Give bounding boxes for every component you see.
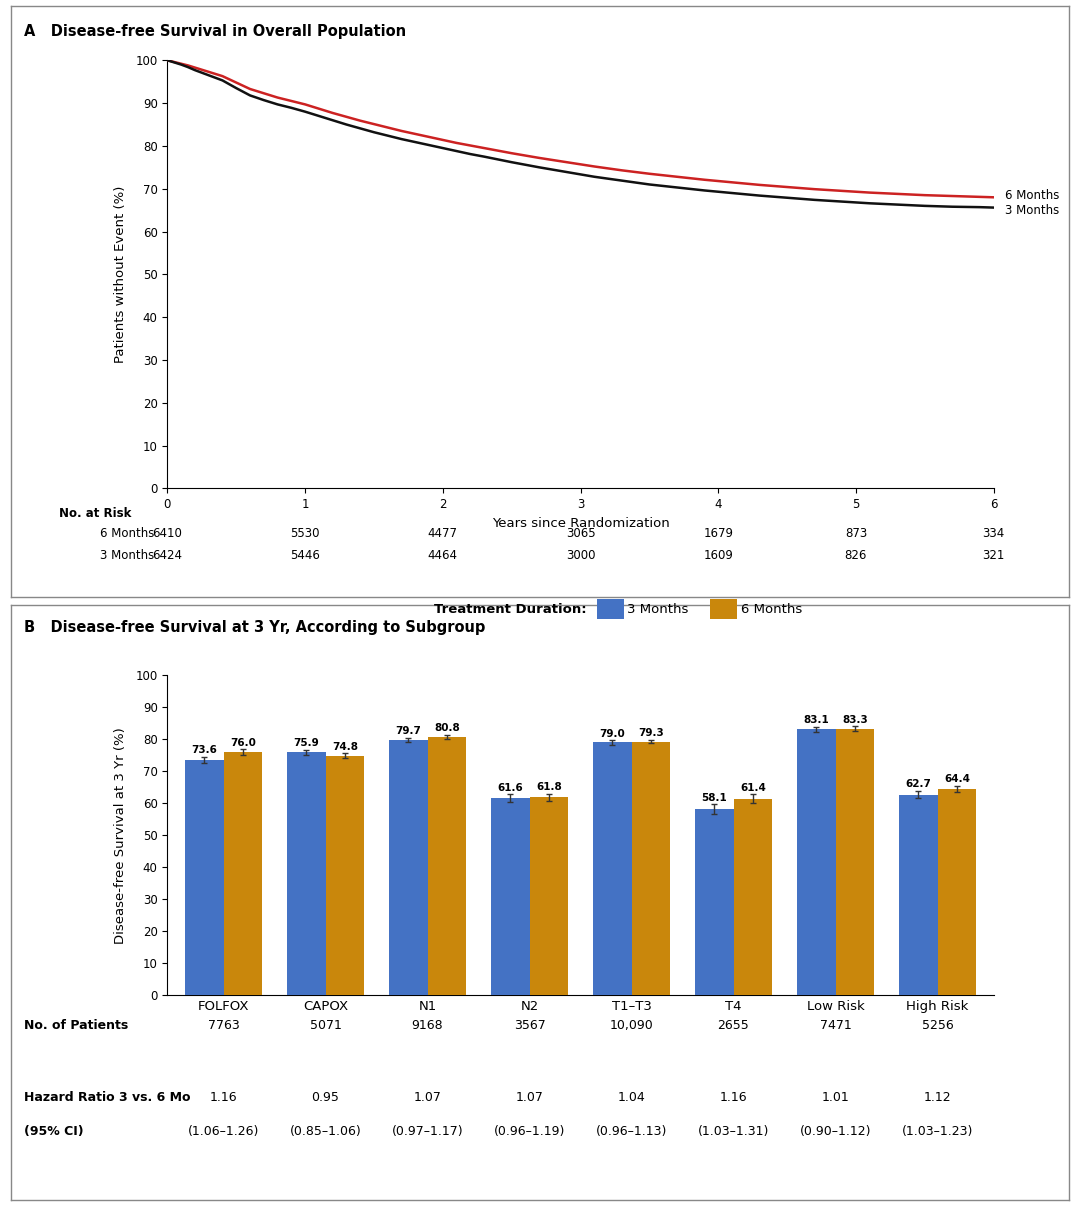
Bar (836, 728, 875, 995)
Text: 73.6: 73.6 (191, 745, 217, 755)
Bar (694, 809, 733, 995)
Text: 873: 873 (845, 527, 867, 540)
Text: 7763: 7763 (207, 1019, 240, 1032)
Text: (0.97–1.17): (0.97–1.17) (392, 1125, 463, 1138)
Text: 1.16: 1.16 (210, 1091, 238, 1105)
Text: 1679: 1679 (703, 527, 733, 540)
Text: 6 Months: 6 Months (1004, 188, 1059, 201)
Text: 3000: 3000 (566, 549, 595, 562)
Text: Treatment Duration:: Treatment Duration: (433, 603, 586, 615)
Bar (529, 797, 568, 995)
Text: 6424: 6424 (152, 549, 183, 562)
Text: 5446: 5446 (291, 549, 320, 562)
Text: 5071: 5071 (310, 1019, 341, 1032)
Text: 83.3: 83.3 (842, 715, 867, 725)
Bar (287, 753, 325, 995)
Text: A   Disease-free Survival in Overall Population: A Disease-free Survival in Overall Popul… (24, 24, 406, 39)
Bar (632, 742, 671, 995)
Text: (0.85–1.06): (0.85–1.06) (289, 1125, 362, 1138)
Text: 6410: 6410 (152, 527, 183, 540)
Text: 79.7: 79.7 (395, 726, 421, 737)
Text: 6 Months: 6 Months (100, 527, 154, 540)
Text: 79.3: 79.3 (638, 728, 664, 738)
Text: 1.07: 1.07 (414, 1091, 442, 1105)
Text: No. of Patients: No. of Patients (24, 1019, 129, 1032)
Text: 3065: 3065 (566, 527, 595, 540)
Text: 79.0: 79.0 (599, 728, 625, 738)
Text: 7471: 7471 (820, 1019, 851, 1032)
Text: 3 Months: 3 Months (100, 549, 154, 562)
Bar (185, 760, 224, 995)
Text: 0.95: 0.95 (311, 1091, 339, 1105)
Bar (490, 798, 529, 995)
Bar (325, 756, 364, 995)
Text: 1.01: 1.01 (822, 1091, 849, 1105)
Text: Hazard Ratio 3 vs. 6 Mo: Hazard Ratio 3 vs. 6 Mo (24, 1091, 190, 1105)
Text: 83.1: 83.1 (804, 715, 829, 725)
Bar (389, 740, 428, 995)
X-axis label: Years since Randomization: Years since Randomization (491, 516, 670, 529)
Text: 61.8: 61.8 (536, 781, 562, 792)
Y-axis label: Patients without Event (%): Patients without Event (%) (114, 186, 127, 363)
Text: 10,090: 10,090 (609, 1019, 653, 1032)
Bar (593, 743, 632, 995)
Text: No. at Risk: No. at Risk (59, 507, 132, 520)
Text: (0.90–1.12): (0.90–1.12) (800, 1125, 872, 1138)
Text: 4477: 4477 (428, 527, 458, 540)
Text: 80.8: 80.8 (434, 724, 460, 733)
Text: 334: 334 (983, 527, 1004, 540)
Text: 3567: 3567 (514, 1019, 545, 1032)
Text: 61.4: 61.4 (740, 783, 766, 792)
Y-axis label: Disease-free Survival at 3 Yr (%): Disease-free Survival at 3 Yr (%) (114, 727, 127, 943)
Text: (1.03–1.31): (1.03–1.31) (698, 1125, 769, 1138)
Text: 1.07: 1.07 (515, 1091, 543, 1105)
Text: (95% CI): (95% CI) (24, 1125, 83, 1138)
Text: (0.96–1.19): (0.96–1.19) (494, 1125, 565, 1138)
Bar (428, 737, 467, 995)
Text: (0.96–1.13): (0.96–1.13) (596, 1125, 667, 1138)
Text: 61.6: 61.6 (497, 783, 523, 792)
Text: (1.03–1.23): (1.03–1.23) (902, 1125, 973, 1138)
Bar (224, 753, 262, 995)
Bar (937, 789, 976, 995)
Text: 62.7: 62.7 (905, 779, 931, 790)
Text: B   Disease-free Survival at 3 Yr, According to Subgroup: B Disease-free Survival at 3 Yr, Accordi… (24, 620, 485, 636)
Text: 5530: 5530 (291, 527, 320, 540)
Text: 76.0: 76.0 (230, 738, 256, 748)
Text: 3 Months: 3 Months (1004, 204, 1058, 217)
Text: 321: 321 (983, 549, 1004, 562)
Bar (797, 730, 836, 995)
Text: 6 Months: 6 Months (741, 603, 802, 615)
Text: 2655: 2655 (717, 1019, 750, 1032)
Text: 1.16: 1.16 (719, 1091, 747, 1105)
Text: 64.4: 64.4 (944, 774, 970, 784)
Text: 4464: 4464 (428, 549, 458, 562)
Bar (733, 798, 772, 995)
Text: 1.04: 1.04 (618, 1091, 646, 1105)
Bar (899, 795, 937, 995)
Text: 9168: 9168 (411, 1019, 443, 1032)
Text: 75.9: 75.9 (294, 738, 319, 748)
Text: 3 Months: 3 Months (627, 603, 689, 615)
Text: 1609: 1609 (703, 549, 733, 562)
Text: 74.8: 74.8 (332, 742, 357, 751)
Text: (1.06–1.26): (1.06–1.26) (188, 1125, 259, 1138)
Text: 826: 826 (845, 549, 867, 562)
Text: 58.1: 58.1 (701, 792, 727, 803)
Text: 5256: 5256 (921, 1019, 954, 1032)
Text: 1.12: 1.12 (923, 1091, 951, 1105)
